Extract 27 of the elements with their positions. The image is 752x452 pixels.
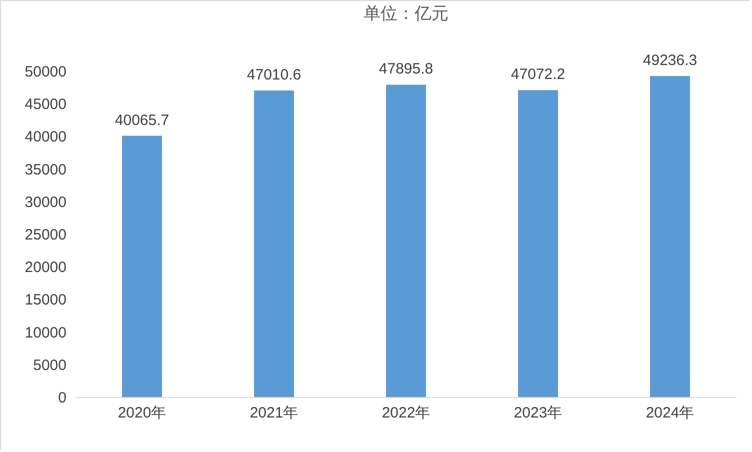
bar [518, 90, 558, 397]
y-tick-label: 50000 [24, 64, 66, 80]
y-tick-label: 0 [58, 390, 66, 406]
data-label: 49236.3 [642, 52, 698, 69]
chart-title: 单位：亿元 [364, 4, 448, 23]
data-label: 40065.7 [114, 112, 170, 129]
y-tick-label: 25000 [24, 226, 66, 244]
x-tick-label: 2021年 [250, 404, 298, 422]
y-tick-label: 45000 [24, 96, 66, 114]
bar [254, 90, 294, 397]
data-label: 47010.6 [246, 66, 302, 84]
y-tick-label: 30000 [24, 194, 66, 211]
y-tick-label: 15000 [24, 292, 66, 309]
x-tick-label: 2024年 [646, 404, 694, 422]
data-label: 47895.8 [378, 60, 434, 78]
y-tick-label: 40000 [24, 128, 66, 146]
data-label: 47072.2 [510, 66, 566, 84]
x-tick-label: 2022年 [382, 404, 430, 422]
y-tick-label: 5000 [33, 356, 66, 374]
y-tick-label: 35000 [24, 161, 66, 178]
y-tick-label: 20000 [24, 259, 66, 276]
bar [650, 76, 690, 397]
bar [386, 84, 426, 397]
x-tick-label: 2023年 [514, 404, 562, 422]
y-tick-label: 10000 [24, 324, 66, 342]
bar [122, 136, 162, 397]
x-tick-label: 2020年 [118, 404, 166, 422]
